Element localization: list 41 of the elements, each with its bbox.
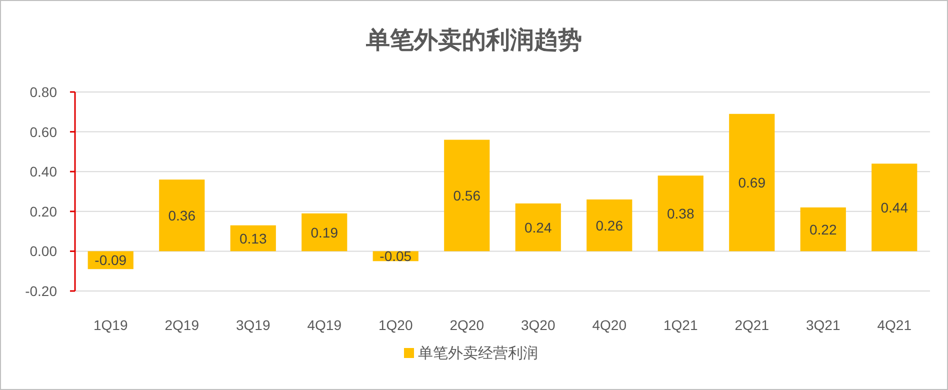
data-label: 0.38 xyxy=(667,205,694,222)
x-tick-label: 3Q19 xyxy=(236,317,270,333)
data-label: 0.19 xyxy=(310,224,338,240)
y-tick-label: 0.40 xyxy=(30,164,58,180)
data-label: 0.26 xyxy=(596,217,624,234)
data-label: 0.24 xyxy=(524,219,552,236)
data-label: 0.69 xyxy=(738,174,766,191)
data-label: -0.05 xyxy=(380,248,412,264)
x-tick-label: 3Q20 xyxy=(521,317,556,333)
x-tick-label: 2Q21 xyxy=(734,317,770,333)
x-tick-label: 1Q20 xyxy=(378,317,413,333)
x-tick-label: 4Q19 xyxy=(307,317,342,333)
bar xyxy=(800,207,846,252)
y-tick-label: 0.60 xyxy=(30,124,58,140)
bar xyxy=(444,140,490,252)
bar xyxy=(872,164,918,252)
y-tick-label: 0.80 xyxy=(30,84,58,100)
x-tick-label: 2Q19 xyxy=(164,317,200,333)
bar xyxy=(729,114,775,252)
y-tick-label: 0.20 xyxy=(30,203,58,220)
y-tick-label: -0.20 xyxy=(25,283,58,299)
chart-title: 单笔外卖的利润趋势 xyxy=(365,27,582,54)
x-tick-label: 3Q21 xyxy=(806,317,840,333)
bar xyxy=(586,199,632,252)
data-label: 0.44 xyxy=(880,199,908,216)
x-tick-label: 4Q21 xyxy=(877,317,912,333)
x-tick-label: 1Q19 xyxy=(94,317,128,333)
data-label: 0.56 xyxy=(453,187,481,204)
y-tick-label: 0.00 xyxy=(30,243,58,260)
data-label: 0.22 xyxy=(810,221,837,238)
data-label: 0.13 xyxy=(240,230,267,246)
x-tick-label: 4Q20 xyxy=(592,317,627,333)
x-tick-label: 1Q21 xyxy=(664,317,698,333)
data-label: 0.36 xyxy=(168,207,196,224)
data-label: -0.09 xyxy=(94,252,127,268)
bar xyxy=(658,176,704,252)
bar xyxy=(159,180,205,252)
x-tick-label: 2Q20 xyxy=(450,317,484,333)
bar xyxy=(302,213,348,252)
bar xyxy=(515,203,561,252)
legend-label: 单笔外卖经营利润 xyxy=(418,345,538,362)
